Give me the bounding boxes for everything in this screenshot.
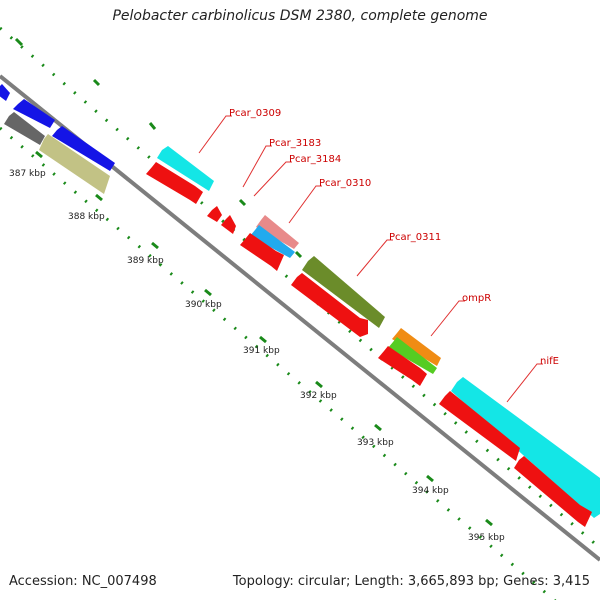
major-tick — [35, 150, 43, 159]
gene-label-Pcar-3184[interactable]: Pcar_3184 — [289, 154, 341, 165]
gene-feature-sky[interactable] — [250, 225, 295, 258]
scale-tick-label: 392 kbp — [300, 391, 337, 401]
callout-line-Pcar-0309 — [198, 115, 232, 154]
scale-tick-label: 391 kbp — [243, 346, 280, 356]
scale-tick-label: 390 kbp — [185, 300, 222, 310]
gene-label-Pcar-0311[interactable]: Pcar_0311 — [389, 232, 441, 243]
outer-major-tick — [294, 250, 303, 259]
major-tick — [259, 335, 267, 344]
scale-tick-label: 388 kbp — [68, 212, 105, 222]
gene-feature-small-red[interactable] — [207, 206, 222, 222]
outer-major-tick — [238, 198, 247, 207]
accession-label: Accession: NC_007498 — [9, 574, 157, 589]
gene-feature-ompR-red[interactable] — [378, 346, 427, 386]
gene-label-nifE[interactable]: nifE — [540, 356, 559, 367]
outer-major-tick — [14, 37, 24, 47]
scale-ring-inner — [0, 126, 557, 600]
scale-tick-label: 395 kbp — [468, 533, 505, 543]
major-tick — [151, 241, 159, 250]
gene-feature-blue[interactable] — [13, 99, 55, 128]
gene-label-Pcar-0310[interactable]: Pcar_0310 — [319, 178, 371, 189]
genome-summary-label: Topology: circular; Length: 3,665,893 bp… — [232, 574, 590, 589]
gene-feature-nifE-cyan[interactable] — [451, 377, 600, 518]
major-tick — [426, 474, 434, 483]
gene-feature-Pcar-0311-olive[interactable] — [302, 256, 385, 328]
major-tick — [374, 423, 382, 432]
major-tick — [95, 193, 103, 202]
gene-feature-small-red[interactable] — [221, 215, 236, 234]
gene-feature-Pcar-0309-cyan[interactable] — [157, 146, 214, 191]
outer-major-tick — [92, 78, 101, 87]
gene-feature-Pcar-0310-red[interactable] — [240, 233, 284, 271]
scale-tick-label: 389 kbp — [127, 256, 164, 266]
gene-feature-nifE-red-2[interactable] — [514, 456, 592, 527]
gene-label-ompR[interactable]: ompR — [462, 293, 491, 304]
outer-major-tick — [148, 122, 157, 130]
major-tick — [204, 288, 212, 297]
major-tick — [485, 518, 493, 527]
gene-label-Pcar-0309[interactable]: Pcar_0309 — [229, 108, 281, 119]
gene-label-Pcar-3183[interactable]: Pcar_3183 — [269, 138, 321, 149]
callout-line-Pcar-3183 — [242, 145, 272, 188]
callout-line-Pcar-0311 — [356, 239, 393, 277]
callout-line-Pcar-3184 — [253, 161, 292, 197]
gene-feature-ompR-orange[interactable] — [392, 328, 441, 366]
scale-tick-label: 394 kbp — [412, 486, 449, 496]
callout-line-nifE — [506, 363, 543, 403]
gene-feature-blue[interactable] — [0, 84, 10, 101]
gene-feature-gray[interactable] — [4, 112, 45, 145]
gene-feature-ompR-green[interactable] — [388, 337, 437, 374]
gene-feature-Pcar-0309-red[interactable] — [146, 162, 203, 204]
major-tick — [315, 380, 323, 389]
gene-feature-Pcar-0311-red[interactable] — [291, 273, 368, 337]
gene-feature-blue[interactable] — [52, 126, 115, 171]
gene-feature-nifE-red-1[interactable] — [439, 391, 520, 461]
callout-line-ompR — [430, 300, 465, 337]
callout-line-Pcar-0310 — [288, 185, 322, 224]
genome-title: Pelobacter carbinolicus DSM 2380, comple… — [112, 8, 488, 24]
scale-tick-label: 393 kbp — [357, 438, 394, 448]
gene-feature-khaki[interactable] — [39, 134, 110, 194]
scale-tick-label: 387 kbp — [9, 169, 46, 179]
gene-feature-pink[interactable] — [256, 215, 299, 249]
